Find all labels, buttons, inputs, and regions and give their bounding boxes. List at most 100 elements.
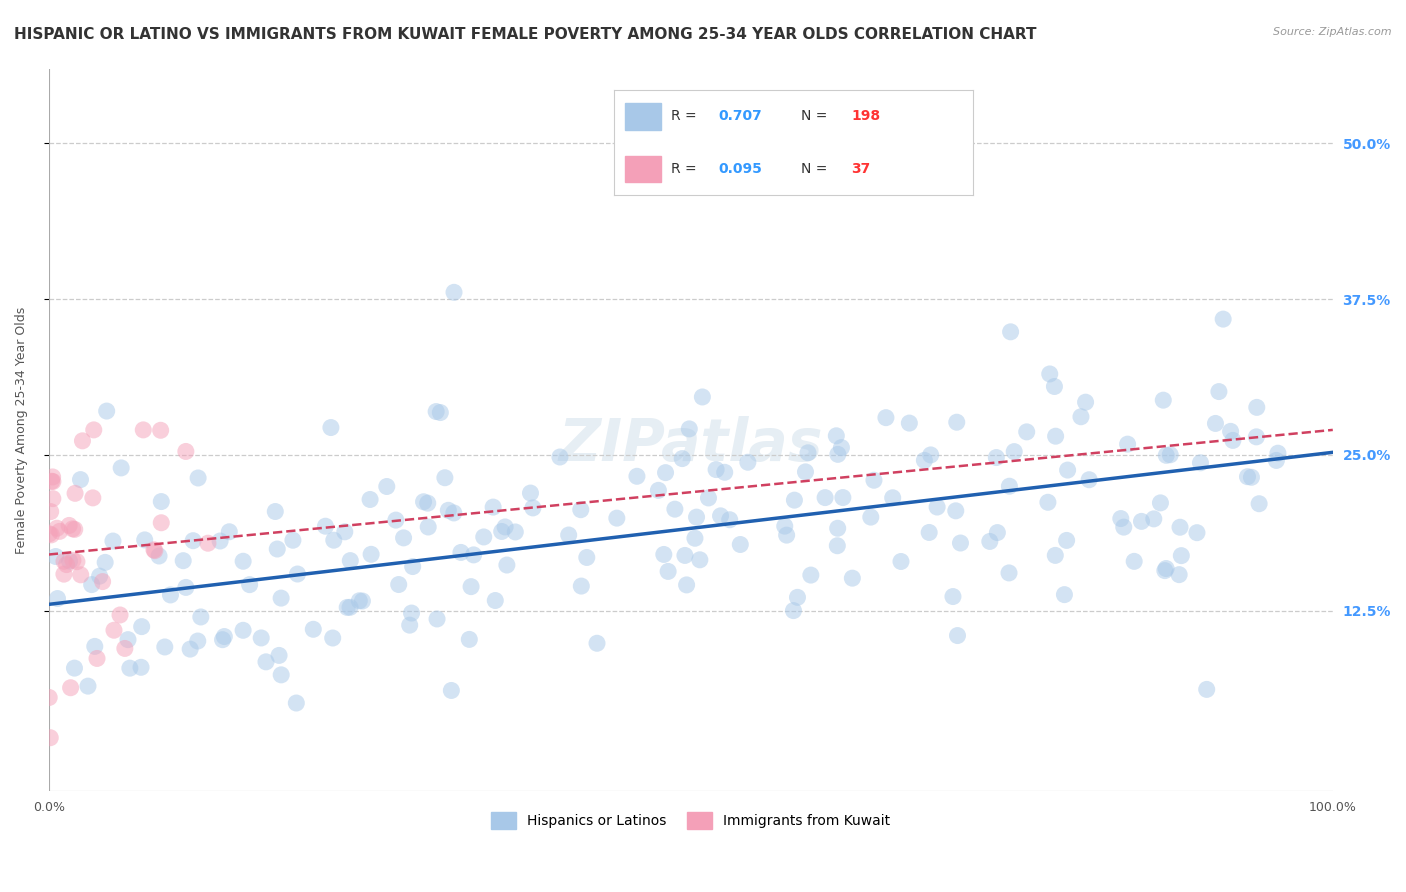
Point <box>678 422 700 436</box>
Point <box>425 404 447 418</box>
Point <box>794 465 817 479</box>
Point <box>58 518 80 533</box>
Point <box>496 558 519 572</box>
Point <box>1265 453 1288 467</box>
Point <box>190 610 212 624</box>
Point <box>1078 473 1101 487</box>
Point <box>1045 549 1067 563</box>
Point <box>39 505 62 519</box>
Point <box>986 450 1008 465</box>
Text: Source: ZipAtlas.com: Source: ZipAtlas.com <box>1274 27 1392 37</box>
Point <box>1015 425 1038 439</box>
Point <box>519 486 541 500</box>
Point <box>1212 312 1234 326</box>
Point <box>671 451 693 466</box>
Point <box>42 491 65 506</box>
Point <box>148 549 170 563</box>
Point <box>153 640 176 654</box>
Point <box>39 528 62 542</box>
Point <box>209 534 232 549</box>
Text: HISPANIC OR LATINO VS IMMIGRANTS FROM KUWAIT FEMALE POVERTY AMONG 25-34 YEAR OLD: HISPANIC OR LATINO VS IMMIGRANTS FROM KU… <box>14 27 1036 42</box>
Point <box>1168 567 1191 582</box>
Point <box>359 492 381 507</box>
Point <box>827 539 849 553</box>
Point <box>1143 512 1166 526</box>
Point <box>55 558 77 572</box>
Point <box>657 565 679 579</box>
Point <box>1154 448 1177 462</box>
Point <box>569 579 592 593</box>
Point <box>336 600 359 615</box>
Point <box>685 510 707 524</box>
Point <box>187 634 209 648</box>
Point <box>181 533 204 548</box>
Point <box>683 531 706 545</box>
Point <box>412 495 434 509</box>
Point <box>150 494 173 508</box>
Point <box>143 543 166 558</box>
Point <box>882 491 904 505</box>
Point <box>174 581 197 595</box>
Point <box>1043 379 1066 393</box>
Point <box>797 446 820 460</box>
Point <box>108 607 131 622</box>
Point <box>918 525 941 540</box>
Point <box>1130 515 1153 529</box>
Point <box>1154 561 1177 575</box>
Point <box>713 465 735 479</box>
Point <box>388 577 411 591</box>
Point <box>270 668 292 682</box>
Point <box>83 423 105 437</box>
Point <box>132 423 155 437</box>
Point <box>69 473 91 487</box>
Point <box>718 513 741 527</box>
Point <box>491 524 513 539</box>
Point <box>46 521 69 535</box>
Point <box>1153 564 1175 578</box>
Point <box>484 593 506 607</box>
Point <box>1053 588 1076 602</box>
Point <box>946 629 969 643</box>
Point <box>450 545 472 559</box>
Point <box>42 475 65 489</box>
Point <box>786 591 808 605</box>
Point <box>945 415 967 429</box>
Point <box>1149 496 1171 510</box>
Point <box>1045 429 1067 443</box>
Point <box>89 569 111 583</box>
Point <box>72 434 94 448</box>
Point <box>1002 444 1025 458</box>
Point <box>179 642 201 657</box>
Point <box>949 536 972 550</box>
Point <box>416 496 439 510</box>
Point <box>352 594 374 608</box>
Point <box>91 574 114 589</box>
Point <box>986 525 1008 540</box>
Point <box>214 630 236 644</box>
Point <box>1246 430 1268 444</box>
Point <box>110 461 132 475</box>
Point <box>1249 497 1271 511</box>
Point <box>482 500 505 514</box>
Point <box>426 612 449 626</box>
Point <box>101 534 124 549</box>
Point <box>1109 511 1132 525</box>
Point <box>1152 393 1174 408</box>
Point <box>287 567 309 582</box>
Point <box>172 554 194 568</box>
Point <box>863 473 886 487</box>
Point <box>38 690 60 705</box>
Point <box>704 462 727 476</box>
Point <box>302 622 325 636</box>
Point <box>859 510 882 524</box>
Point <box>39 731 62 745</box>
Point <box>503 524 526 539</box>
Point <box>250 631 273 645</box>
Point <box>472 530 495 544</box>
Point <box>1123 554 1146 568</box>
Point <box>1170 549 1192 563</box>
Point <box>267 648 290 663</box>
Point <box>675 578 697 592</box>
Point <box>800 568 823 582</box>
Point <box>1267 446 1289 460</box>
